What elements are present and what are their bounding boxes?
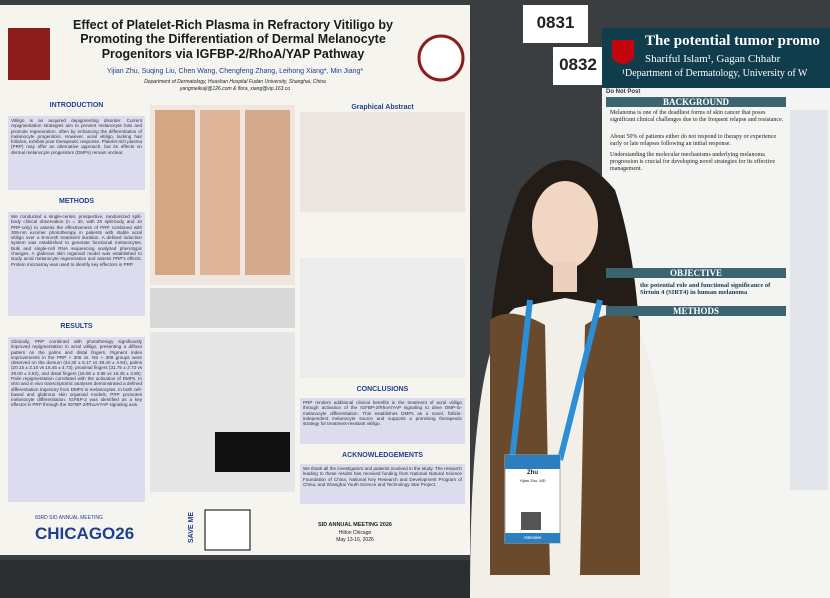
figure-photo xyxy=(245,110,290,275)
badge-name: Zhu xyxy=(527,470,538,476)
section-text: PRP renders additional clinical benefits… xyxy=(300,398,465,444)
face xyxy=(532,181,598,269)
section-heading: INTRODUCTION xyxy=(49,102,104,109)
save-me: SAVE ME xyxy=(188,512,195,543)
section-heading: RESULTS xyxy=(60,323,93,330)
meeting-city: CHICAGO26 xyxy=(35,524,135,543)
section-heading: BACKGROUND xyxy=(606,97,786,108)
section-heading: METHODS xyxy=(606,306,786,317)
figure-charts xyxy=(300,258,465,378)
section-text: We conducted a single-center, prospectiv… xyxy=(8,212,145,316)
section-heading: Graphical Abstract xyxy=(351,104,414,111)
section-text: Vitiligo is an acquired depigmenting dis… xyxy=(8,116,145,190)
badge-role-band xyxy=(505,533,560,543)
figure-photo xyxy=(155,110,195,275)
footer-dates: May 13-16, 2026 xyxy=(336,537,374,543)
uw-crest xyxy=(612,40,634,64)
poster-title: Effect of Platelet-Rich Plasma in Refrac… xyxy=(73,18,393,61)
section-heading: ACKNOWLEDGEMENTS xyxy=(342,452,423,459)
university-logo xyxy=(417,34,465,82)
number-card xyxy=(553,47,603,85)
graphical-abstract-image xyxy=(300,112,465,212)
do-not-post: Do Not Post xyxy=(606,89,641,95)
background-item: Understanding the molecular mechanisms u… xyxy=(610,152,776,172)
figure-photo xyxy=(200,110,240,275)
meeting-name: 83RD SID ANNUAL MEETING xyxy=(35,515,103,521)
right-header xyxy=(602,28,830,88)
footer-meeting: SID ANNUAL MEETING 2026 xyxy=(318,522,392,528)
section-text: We thank all the investigators and patie… xyxy=(300,464,465,504)
hospital-logo xyxy=(8,28,50,80)
number-card xyxy=(523,5,588,43)
figure-charts xyxy=(150,288,295,328)
right-title: The potential tumor promo xyxy=(645,33,820,49)
section-heading: OBJECTIVE xyxy=(606,268,786,279)
poster-authors: Yijian Zhu, Suqing Liu, Chen Wang, Cheng… xyxy=(106,68,364,75)
section-text: Clinically, PRP combined with photothera… xyxy=(8,337,145,502)
lanyard xyxy=(509,299,603,461)
background-item: About 50% of patients either do not resp… xyxy=(610,134,777,147)
figure-fluorescence xyxy=(215,432,290,472)
qr-code xyxy=(204,509,251,551)
poster-affiliation: Department of Dermatology, Huashan Hospi… xyxy=(144,79,326,85)
background-item: Melanoma is one of the deadliest forms o… xyxy=(610,110,784,123)
poster-number: 0832 xyxy=(559,55,597,74)
neck xyxy=(553,262,577,292)
objective-text: the potential role and functional signif… xyxy=(640,282,771,297)
figure-grid xyxy=(150,105,465,492)
badge-qr xyxy=(521,512,541,530)
right-figures xyxy=(790,110,828,490)
badge-band xyxy=(505,455,560,469)
person xyxy=(470,160,670,598)
right-authors: Shariful Islam¹, Gagan Chhabr xyxy=(645,53,781,65)
section-heading: METHODS xyxy=(59,198,94,205)
badge-full-name: Yijian Zhu, MD xyxy=(519,478,546,483)
badge-role: Attendee xyxy=(523,535,542,540)
poster-emails: yangmeikuiji@126.com & flora_xiang@vip.1… xyxy=(179,86,291,92)
right-dept: ¹Department of Dermatology, University o… xyxy=(622,68,808,79)
section-heading: CONCLUSIONS xyxy=(356,386,409,393)
poster-number: 0831 xyxy=(536,13,575,32)
footer-venue: Hilton Chicago xyxy=(338,530,372,536)
